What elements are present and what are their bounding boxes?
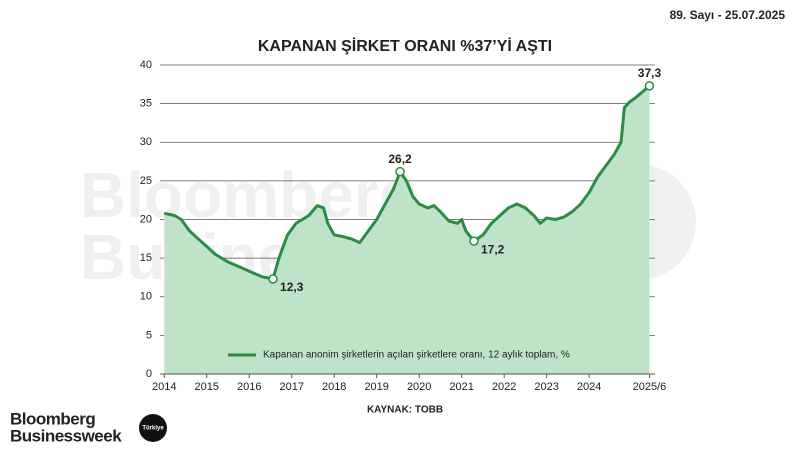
logo-badge-text: Türkiye bbox=[142, 426, 164, 432]
x-tick-label: 2025/6 bbox=[633, 381, 667, 393]
data-label: 12,3 bbox=[280, 280, 304, 294]
logo-badge bbox=[139, 414, 167, 442]
x-tick-label: 2022 bbox=[492, 381, 516, 393]
x-tick-label: 2018 bbox=[322, 381, 346, 393]
point-marker bbox=[268, 274, 278, 284]
point-marker bbox=[395, 166, 405, 177]
logo-text: Businessweek bbox=[10, 426, 122, 445]
logo-text: Bloomberg bbox=[10, 409, 95, 428]
x-tick-label: 2019 bbox=[364, 381, 388, 393]
point-marker bbox=[469, 236, 479, 246]
y-tick-label: 25 bbox=[140, 175, 152, 187]
y-tick-label: 10 bbox=[140, 291, 152, 303]
x-tick-label: 2020 bbox=[407, 381, 431, 393]
y-tick-label: 20 bbox=[140, 213, 152, 225]
watermark-text: Bloomberg bbox=[80, 159, 418, 231]
x-tick-label: 2024 bbox=[577, 381, 601, 393]
y-tick-label: 5 bbox=[146, 329, 152, 341]
area bbox=[164, 85, 650, 375]
x-tick-label: 2021 bbox=[449, 381, 473, 393]
issue: 89. Sayı - 25.07.2025 bbox=[670, 8, 786, 22]
y-tick-label: 15 bbox=[140, 252, 152, 264]
y-tick-label: 35 bbox=[140, 98, 152, 110]
x-tick-label: 2014 bbox=[152, 381, 176, 393]
x-tick-label: 2016 bbox=[237, 381, 261, 393]
data-label: 17,2 bbox=[481, 242, 505, 256]
chart-title: KAPANAN ŞİRKET ORANI %37’Yİ AŞTI bbox=[258, 37, 552, 55]
source: KAYNAK: TOBB bbox=[367, 405, 443, 416]
y-tick-label: 0 bbox=[146, 368, 152, 380]
point-marker bbox=[644, 81, 655, 91]
x-tick-label: 2015 bbox=[194, 381, 218, 393]
x-tick-label: 2017 bbox=[279, 381, 303, 393]
data-label: 26,2 bbox=[388, 152, 412, 166]
y-tick-label: 30 bbox=[140, 136, 152, 148]
data-label: 37,3 bbox=[638, 66, 662, 80]
x-tick-label: 2023 bbox=[534, 381, 558, 393]
line bbox=[163, 84, 651, 281]
legend-label: Kapanan anonim şirketlerin açılan şirket… bbox=[263, 350, 570, 361]
y-tick-label: 40 bbox=[140, 59, 152, 71]
